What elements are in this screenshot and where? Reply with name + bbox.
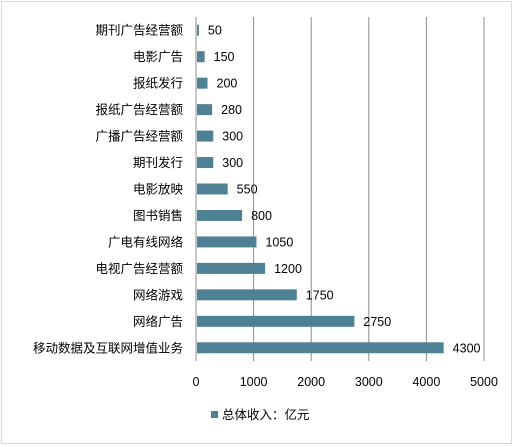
value-label-12: 4300 (453, 341, 481, 355)
bar-7 (197, 209, 243, 221)
value-label-11: 2750 (363, 315, 391, 329)
value-label-6: 550 (237, 183, 258, 197)
bar-6 (197, 183, 228, 195)
value-label-5: 300 (222, 156, 243, 170)
bar-2 (197, 77, 208, 89)
bars (197, 24, 444, 354)
value-label-3: 280 (221, 103, 242, 117)
legend-swatch (211, 411, 218, 418)
category-labels: 期刊广告经营额电影广告报纸发行报纸广告经营额广播广告经营额期刊发行电影放映图书销… (33, 24, 184, 356)
category-label-10: 网络游戏 (133, 287, 183, 302)
x-tick-label-0: 0 (193, 375, 200, 389)
bar-1 (197, 51, 205, 63)
category-label-2: 报纸发行 (133, 76, 183, 91)
value-label-9: 1200 (274, 262, 302, 276)
x-tick-label-1000: 1000 (240, 375, 268, 389)
bar-8 (197, 236, 257, 248)
category-label-3: 报纸广告经营额 (95, 102, 183, 117)
value-label-0: 50 (208, 24, 222, 38)
category-label-1: 电影广告 (133, 50, 183, 64)
category-label-0: 期刊广告经营额 (95, 24, 183, 38)
value-label-7: 800 (251, 209, 272, 223)
category-label-9: 电视广告经营额 (95, 261, 183, 276)
category-label-11: 网络广告 (133, 314, 183, 329)
value-label-4: 300 (222, 130, 243, 144)
value-label-8: 1050 (265, 235, 293, 249)
category-label-4: 广播广告经营额 (95, 130, 183, 144)
legend-label: 总体收入：亿元 (222, 407, 310, 422)
category-label-8: 广电有线网络 (108, 234, 184, 249)
grid-lines (195, 17, 485, 361)
bar-3 (197, 104, 213, 116)
x-tick-label-2000: 2000 (297, 375, 325, 389)
bar-4 (197, 130, 214, 142)
bar-11 (197, 315, 355, 327)
bar-5 (197, 157, 214, 169)
x-tick-labels: 0 1000 2000 3000 4000 5000 (193, 375, 498, 389)
bar-0 (197, 24, 199, 36)
value-label-10: 1750 (306, 288, 334, 302)
value-label-1: 150 (214, 50, 235, 64)
legend: 总体收入：亿元 (211, 407, 310, 422)
x-tick-label-4000: 4000 (412, 375, 440, 389)
category-label-12: 移动数据及互联网增值业务 (33, 340, 183, 355)
category-label-6: 电影放映 (133, 182, 184, 197)
bar-9 (197, 262, 266, 274)
value-labels: 50 150 200 280 300 300 550 800 1050 1200 1750 2750 4… (208, 24, 481, 356)
x-tick-label-5000: 5000 (470, 375, 498, 389)
category-label-5: 期刊发行 (133, 155, 183, 170)
bar-12 (197, 342, 444, 354)
bar-10 (197, 289, 297, 301)
category-label-7: 图书销售 (133, 208, 183, 223)
x-tick-label-3000: 3000 (355, 375, 383, 389)
value-label-2: 200 (217, 77, 238, 91)
